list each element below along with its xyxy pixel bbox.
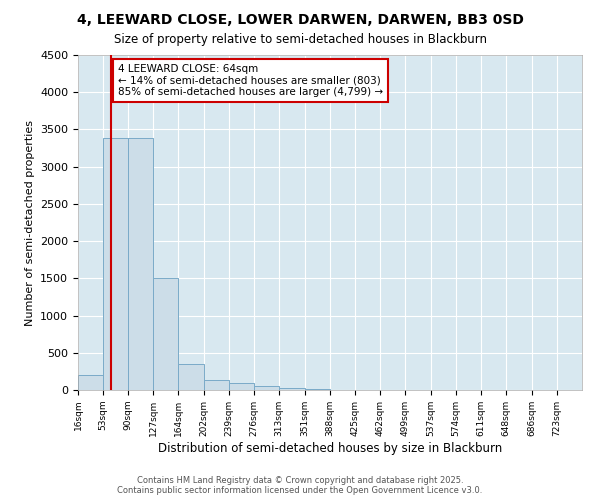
Bar [178,364,204,390]
Bar [78,375,103,390]
Bar [254,386,279,390]
Text: Size of property relative to semi-detached houses in Blackburn: Size of property relative to semi-detach… [113,32,487,46]
Bar [279,388,305,390]
Text: 4 LEEWARD CLOSE: 64sqm
← 14% of semi-detached houses are smaller (803)
85% of se: 4 LEEWARD CLOSE: 64sqm ← 14% of semi-det… [118,64,383,97]
Text: 4, LEEWARD CLOSE, LOWER DARWEN, DARWEN, BB3 0SD: 4, LEEWARD CLOSE, LOWER DARWEN, DARWEN, … [77,12,523,26]
Text: Contains HM Land Registry data © Crown copyright and database right 2025.
Contai: Contains HM Land Registry data © Crown c… [118,476,482,495]
Y-axis label: Number of semi-detached properties: Number of semi-detached properties [25,120,35,326]
Bar [305,388,330,390]
Bar [229,384,254,390]
Bar [153,278,178,390]
Bar [128,138,153,390]
X-axis label: Distribution of semi-detached houses by size in Blackburn: Distribution of semi-detached houses by … [158,442,502,454]
Bar [103,138,128,390]
Bar [204,380,229,390]
